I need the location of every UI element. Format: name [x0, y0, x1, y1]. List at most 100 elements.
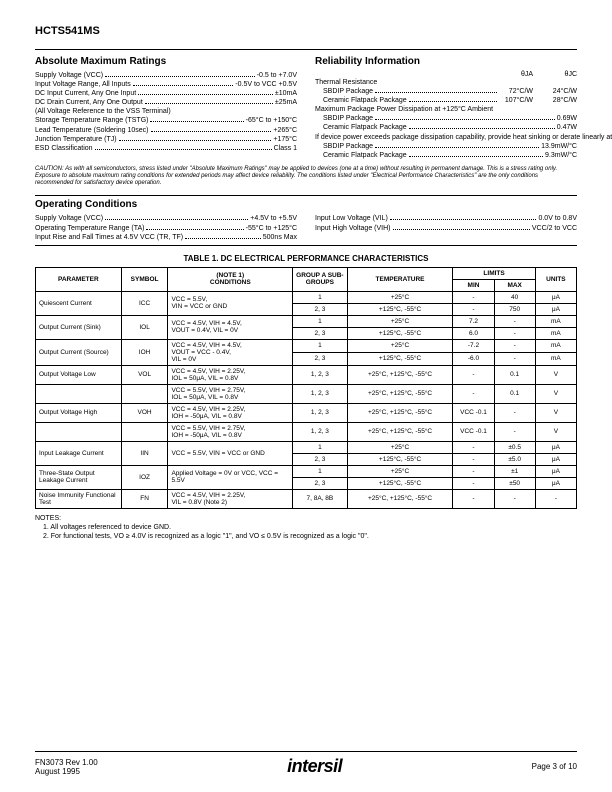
spec-label: Thermal Resistance [315, 78, 377, 87]
table-row: VCC = 5.5V, VIH = 2.75V, IOH = -50μA, VI… [36, 422, 577, 441]
table-row: VCC = 5.5V, VIH = 2.75V, IOL = 50μA, VIL… [36, 384, 577, 403]
spec-label: If device power exceeds package dissipat… [315, 133, 612, 142]
dots [150, 116, 243, 122]
dual-value: 72°C/W 24°C/W [499, 87, 577, 96]
th-min: MIN [453, 279, 494, 291]
cell-temp: +125°C, -55°C [347, 477, 453, 489]
cell-min: -6.0 [453, 352, 494, 365]
cell-symbol: ICC [121, 291, 168, 315]
th-temperature: TEMPERATURE [347, 267, 453, 291]
spec-value: +4.5V to +5.5V [250, 214, 297, 223]
cell-symbol: IOH [121, 339, 168, 365]
table-row: Three-State Output Leakage CurrentIOZApp… [36, 465, 577, 477]
cell-max: - [494, 339, 535, 352]
cell-units: μA [535, 453, 576, 465]
cell-group: 1 [293, 291, 348, 303]
cell-group: 1, 2, 3 [293, 365, 348, 384]
table-row: Output Voltage LowVOLVCC = 4.5V, VIH = 2… [36, 365, 577, 384]
cell-temp: +25°C [347, 339, 453, 352]
header-rule [35, 49, 577, 50]
cell-group: 1 [293, 465, 348, 477]
part-number: HCTS541MS [35, 25, 577, 37]
cell-min: - [453, 453, 494, 465]
val-jc: 28°C/W [543, 96, 577, 105]
spec-value: -55°C to +125°C [246, 224, 297, 233]
dots [151, 126, 272, 132]
val-ja: 72°C/W [499, 87, 533, 96]
cell-min: - [453, 384, 494, 403]
cell-group: 1, 2, 3 [293, 422, 348, 441]
cell-min: 6.0 [453, 327, 494, 339]
spec-label: Operating Temperature Range (TA) [35, 224, 144, 233]
cell-min: - [453, 489, 494, 508]
footer-date: August 1995 [35, 767, 98, 776]
rule-3 [35, 245, 577, 246]
cell-min: -7.2 [453, 339, 494, 352]
footer-left: FN3073 Rev 1.00 August 1995 [35, 758, 98, 776]
dots [145, 98, 273, 104]
th-limits: LIMITS [453, 267, 535, 279]
cell-group: 2, 3 [293, 352, 348, 365]
cell-symbol [121, 384, 168, 403]
cell-max: - [494, 327, 535, 339]
dots [138, 89, 273, 95]
reliability-title: Reliability Information [315, 56, 577, 67]
cell-parameter: Output Current (Sink) [36, 315, 122, 339]
notes-section: NOTES: 1. All voltages referenced to dev… [35, 515, 577, 540]
dc-characteristics-table: PARAMETER SYMBOL (NOTE 1) CONDITIONS GRO… [35, 267, 577, 509]
spec-label: Lead Temperature (Soldering 10sec) [35, 126, 149, 135]
spec-value: 0.69W [557, 114, 577, 123]
spec-line: Maximum Package Power Dissipation at +12… [315, 105, 577, 114]
cell-temp: +25°C [347, 291, 453, 303]
spec-line: Thermal Resistance [315, 78, 577, 87]
spec-label: Supply Voltage (VCC) [35, 214, 103, 223]
cell-min: - [453, 365, 494, 384]
cell-temp: +125°C, -55°C [347, 303, 453, 315]
rel-header: θJAθJC [315, 71, 577, 78]
footer-doc: FN3073 Rev 1.00 [35, 758, 98, 767]
cell-symbol: IOL [121, 315, 168, 339]
reliability-col: Reliability Information θJAθJCThermal Re… [315, 56, 577, 160]
cell-parameter: Output Voltage High [36, 403, 122, 422]
spec-line: Storage Temperature Range (TSTG)-65°C to… [35, 116, 297, 125]
spec-value: ±10mA [275, 89, 297, 98]
spec-line: ESD ClassificationClass 1 [35, 144, 297, 153]
footer-page: Page 3 of 10 [532, 762, 577, 771]
th-groups: GROUP A SUB-GROUPS [293, 267, 348, 291]
spec-value: 13.9mW/°C [541, 142, 577, 151]
cell-parameter: Noise Immunity Functional Test [36, 489, 122, 508]
spec-label: (All Voltage Reference to the VSS Termin… [35, 107, 171, 116]
spec-line: Lead Temperature (Soldering 10sec)+265°C [35, 126, 297, 135]
cell-temp: +25°C, +125°C, -55°C [347, 403, 453, 422]
cell-parameter: Output Current (Source) [36, 339, 122, 365]
cell-temp: +25°C, +125°C, -55°C [347, 384, 453, 403]
spec-value: -0.5V to VCC +0.5V [235, 80, 297, 89]
cell-group: 2, 3 [293, 303, 348, 315]
spec-label: Junction Temperature (TJ) [35, 135, 117, 144]
cell-conditions: VCC = 4.5V, VIH = 2.25V, IOH = -50μA, VI… [168, 403, 293, 422]
spec-label: DC Drain Current, Any One Output [35, 98, 143, 107]
cell-group: 1 [293, 339, 348, 352]
val-jc: 24°C/W [543, 87, 577, 96]
cell-conditions: VCC = 4.5V, VIH = 2.25V, VIL = 0.8V (Not… [168, 489, 293, 508]
cell-min: - [453, 465, 494, 477]
cell-max: 40 [494, 291, 535, 303]
cell-temp: +25°C, +125°C, -55°C [347, 489, 453, 508]
spec-line: DC Input Current, Any One Input ±10mA [35, 89, 297, 98]
th-conditions: (NOTE 1) CONDITIONS [168, 267, 293, 291]
cell-max: - [494, 489, 535, 508]
cell-parameter: Quiescent Current [36, 291, 122, 315]
dots [375, 87, 497, 93]
spec-line: Input Low Voltage (VIL)0.0V to 0.8V [315, 214, 577, 223]
spec-line: Ceramic Flatpack Package107°C/W28°C/W [315, 96, 577, 105]
spec-label: Input Low Voltage (VIL) [315, 214, 388, 223]
cell-max: - [494, 352, 535, 365]
cell-min: - [453, 477, 494, 489]
theta-jc: θJC [543, 71, 577, 78]
dots [375, 142, 539, 148]
dots [133, 80, 234, 86]
caution-text: CAUTION: As with all semiconductors, str… [35, 166, 577, 188]
spec-line: If device power exceeds package dissipat… [315, 133, 577, 142]
spec-label: DC Input Current, Any One Input [35, 89, 136, 98]
spec-value: -65°C to +150°C [246, 116, 297, 125]
